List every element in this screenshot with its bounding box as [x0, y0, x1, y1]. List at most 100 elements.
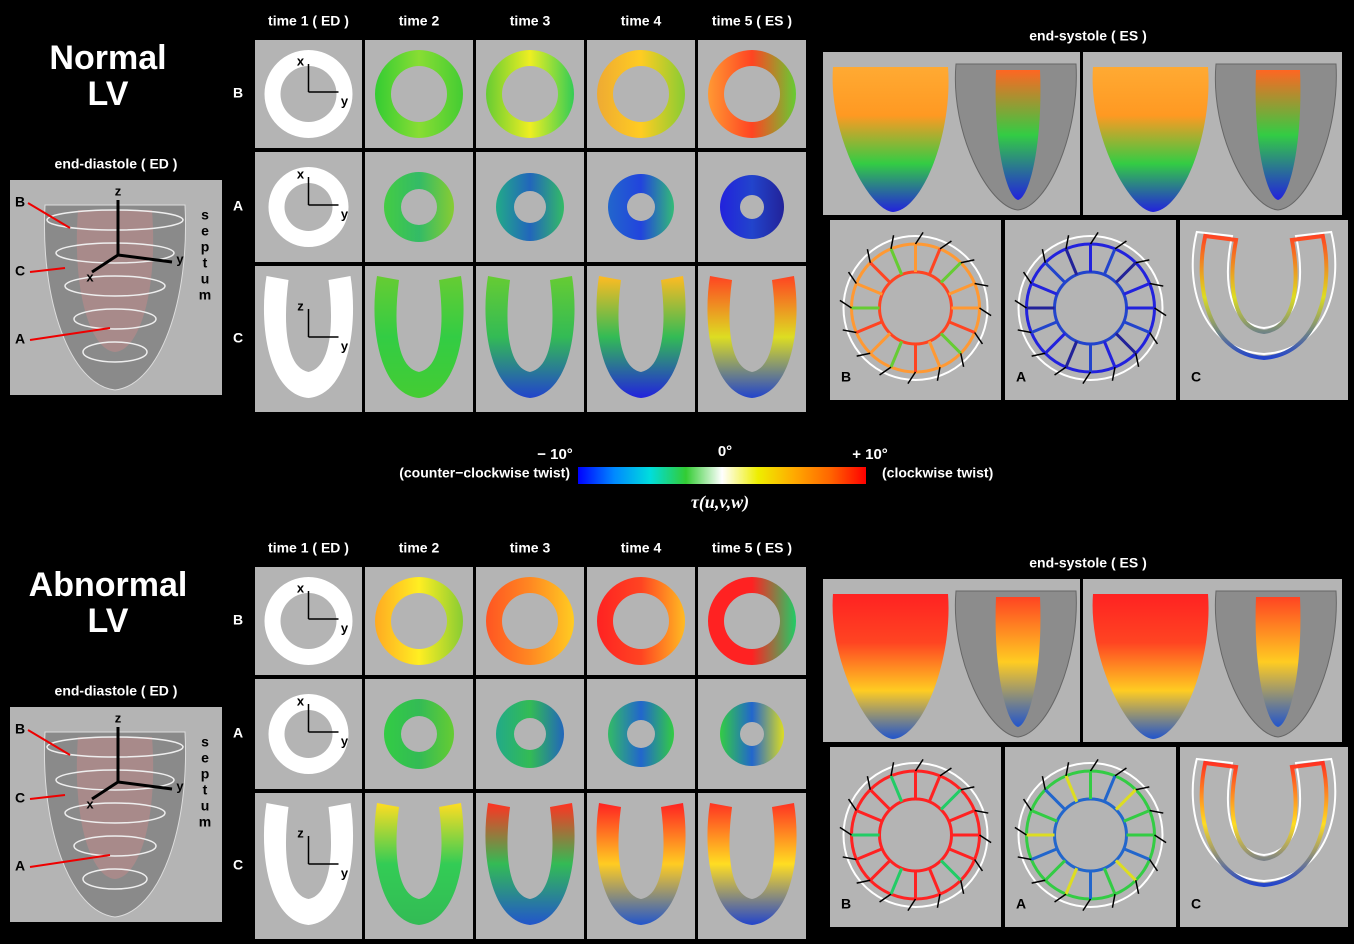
axis-label: z: [115, 710, 122, 725]
ring-tick: [1154, 307, 1167, 317]
ring-spoke: [939, 788, 962, 811]
u-wire: [1199, 233, 1329, 361]
ring-tick: [1135, 786, 1150, 791]
ring-label: C: [1191, 369, 1201, 385]
ring-spoke: [948, 282, 976, 296]
colorbar-note: (clockwise twist): [882, 465, 993, 481]
ring-tick: [1014, 299, 1027, 309]
ring-wire: [842, 762, 989, 908]
ring-tick: [879, 366, 892, 376]
ring-spoke: [855, 282, 883, 296]
ring-tick: [939, 240, 952, 250]
ring-tick: [1041, 776, 1046, 790]
ring-tick: [1149, 809, 1164, 814]
ring-spoke: [939, 261, 962, 284]
axis-label: x: [86, 796, 94, 811]
axis-label: y: [341, 338, 349, 353]
colorbar-label: − 10°: [537, 446, 573, 463]
mesh-line: [64, 802, 166, 824]
ring-spoke: [1044, 332, 1067, 355]
axis-label: y: [176, 778, 184, 793]
ring-tick: [1014, 826, 1027, 836]
ring-tick: [960, 786, 975, 791]
ring-tick: [1065, 235, 1070, 250]
ring-tick: [1089, 758, 1099, 772]
ring-panel: [1180, 220, 1348, 400]
ring-tick: [907, 898, 917, 912]
ring-label: B: [841, 896, 851, 912]
colorbar-note: (counter−clockwise twist): [399, 465, 570, 481]
ring-wire: [842, 235, 989, 381]
ring-spoke: [1044, 261, 1067, 284]
es-cavity: [995, 70, 1041, 200]
axis-label: y: [341, 733, 349, 748]
ring-tick: [1135, 353, 1140, 367]
ring-tick: [1022, 798, 1032, 811]
septum-letter: u: [201, 271, 210, 287]
ring-tick: [1031, 352, 1046, 357]
axis: [91, 780, 119, 801]
ring-spoke: [889, 867, 904, 895]
axis-label: z: [297, 825, 304, 840]
slice-shape: [263, 803, 354, 925]
mesh-line: [55, 242, 175, 264]
es-cavity: [995, 597, 1041, 727]
ring-spoke: [1064, 867, 1079, 895]
mesh-line: [73, 308, 157, 330]
slice-shape: [485, 276, 575, 398]
slice-panel: [476, 679, 584, 789]
septum-letter: m: [199, 814, 211, 830]
axis-label: x: [297, 580, 305, 595]
ring-spoke: [1123, 320, 1151, 334]
ring-spoke: [1030, 847, 1058, 861]
ring-tick: [974, 859, 984, 872]
ring-tick: [914, 758, 924, 772]
mesh-line: [55, 769, 175, 791]
time-header: time 3: [510, 13, 551, 29]
septum-letter: t: [203, 255, 208, 271]
heart-label: A: [15, 331, 25, 347]
ring-tick: [1114, 767, 1127, 777]
colorbar-label: 0°: [718, 443, 732, 460]
septum-letter: e: [201, 223, 209, 239]
ring-tick: [974, 332, 984, 345]
axis: [117, 780, 173, 791]
ring-wire: [1017, 235, 1164, 381]
axis-label: z: [297, 298, 304, 313]
row-label: C: [233, 330, 243, 346]
ring-spoke: [948, 809, 976, 823]
septum-letter: u: [201, 798, 210, 814]
ring-tick: [1135, 880, 1140, 894]
ring-tick: [1111, 366, 1116, 381]
arrow: [29, 267, 66, 273]
arrow: [29, 327, 111, 341]
ring-tick: [960, 259, 975, 264]
row-label: A: [233, 198, 243, 214]
ring-spoke: [1123, 847, 1151, 861]
ring-spoke: [869, 332, 892, 355]
time-header: time 5 ( ES ): [712, 540, 792, 556]
ring-tick: [842, 329, 857, 334]
ring-tick: [1111, 893, 1116, 908]
slice-shape: [708, 50, 796, 138]
ring-tick: [879, 893, 892, 903]
slice-shape: [720, 702, 784, 766]
slice-shape: [486, 50, 574, 138]
ring-spoke: [1102, 867, 1117, 895]
ring-spoke: [1123, 809, 1151, 823]
es-title: end-systole ( ES ): [1029, 28, 1146, 44]
ed-label: end-diastole ( ED ): [55, 156, 178, 172]
time-header: time 3: [510, 540, 551, 556]
axis-label: z: [115, 183, 122, 198]
slice-shape: [496, 700, 564, 768]
ring-tick: [1031, 879, 1046, 884]
axis-label: y: [341, 620, 349, 635]
ring-tick: [1149, 332, 1159, 345]
heart-label: A: [15, 858, 25, 874]
axis-label: x: [297, 693, 305, 708]
section-title: LV: [88, 75, 129, 113]
slice-panel: [587, 679, 695, 789]
septum-letter: e: [201, 750, 209, 766]
ring-spoke: [855, 809, 883, 823]
section-title: Normal: [49, 39, 166, 77]
